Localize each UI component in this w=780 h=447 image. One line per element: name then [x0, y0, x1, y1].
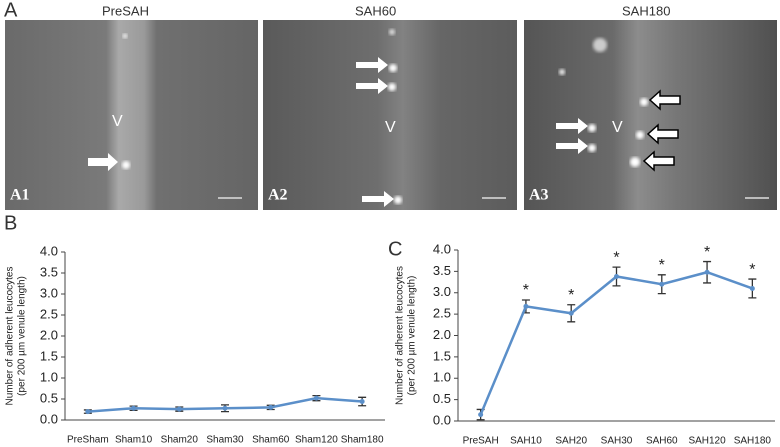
data-point: [176, 406, 182, 412]
x-tick-label: SAH60: [646, 436, 678, 447]
image-title: SAH180: [622, 3, 670, 18]
data-line: [479, 270, 753, 416]
y-axis-label: (per 200 µm venule length): [407, 276, 418, 396]
image-label: A2: [268, 187, 288, 204]
x-tick-label: PreSAH: [463, 436, 499, 447]
annotation: *: [659, 257, 665, 274]
y-tick-label: 0.5: [40, 390, 58, 405]
y-tick-label: 3.0: [40, 285, 58, 300]
vessel-label: V: [612, 119, 623, 136]
data-point: [478, 412, 484, 418]
micrograph: [5, 20, 258, 210]
y-tick-label: 2.5: [433, 306, 451, 321]
annotation: *: [523, 282, 529, 299]
y-axis-label: Number of adherent leucocytes: [395, 266, 406, 405]
y-tick-label: 4.0: [40, 243, 58, 258]
y-tick-label: 2.0: [433, 327, 451, 342]
x-tick-label: Sham120: [295, 435, 338, 446]
x-tick-label: SAH30: [601, 436, 633, 447]
y-tick-label: 3.5: [433, 263, 451, 278]
annotation: *: [613, 249, 619, 266]
y-axis-label: (per 200 µm venule length): [17, 276, 28, 396]
micrograph: [524, 20, 777, 210]
data-point: [131, 405, 137, 411]
image-label: A3: [529, 187, 549, 204]
x-tick-label: Sham20: [161, 435, 199, 446]
data-point: [523, 303, 529, 309]
data-point: [85, 409, 91, 415]
vessel-label: V: [112, 113, 123, 130]
image-label: A1: [10, 187, 30, 204]
y-tick-label: 1.5: [433, 348, 451, 363]
panel-label: A: [4, 0, 18, 21]
data-point: [568, 310, 574, 316]
panel-label: B: [4, 212, 17, 234]
y-tick-label: 2.5: [40, 306, 58, 321]
x-tick-label: SAH180: [734, 436, 772, 447]
data-point: [222, 405, 228, 411]
image-title: PreSAH: [102, 3, 149, 18]
data-point: [359, 399, 365, 405]
y-tick-label: 0.5: [433, 391, 451, 406]
x-tick-label: Sham180: [341, 435, 384, 446]
x-tick-label: SAH120: [688, 436, 726, 447]
data-point: [749, 285, 755, 291]
annotation: *: [568, 287, 574, 304]
y-tick-label: 2.0: [40, 327, 58, 342]
micrograph: [263, 20, 517, 210]
vessel-label: V: [385, 119, 396, 136]
y-tick-label: 0.0: [433, 412, 451, 427]
x-tick-label: Sham30: [206, 435, 244, 446]
x-tick-label: Sham60: [252, 435, 290, 446]
data-point: [614, 274, 619, 280]
y-tick-label: 3.5: [40, 264, 58, 279]
y-tick-label: 4.0: [433, 241, 451, 256]
data-point: [659, 281, 665, 287]
x-tick-label: Sham10: [115, 435, 153, 446]
panel-label: C: [388, 238, 402, 260]
y-tick-label: 1.0: [40, 369, 58, 384]
y-tick-label: 1.5: [40, 348, 58, 363]
x-tick-label: SAH20: [555, 436, 587, 447]
y-tick-label: 0.0: [40, 411, 58, 426]
x-tick-label: SAH10: [510, 436, 542, 447]
data-point: [704, 269, 710, 275]
x-tick-label: PreSham: [67, 435, 109, 446]
y-axis-label: Number of adherent leucocytes: [5, 267, 16, 406]
annotation: *: [749, 261, 755, 278]
y-tick-label: 3.0: [433, 284, 451, 299]
data-point: [313, 395, 319, 401]
data-point: [268, 404, 274, 410]
y-tick-label: 1.0: [433, 370, 451, 385]
annotation: *: [704, 244, 710, 261]
image-title: SAH60: [355, 3, 396, 18]
